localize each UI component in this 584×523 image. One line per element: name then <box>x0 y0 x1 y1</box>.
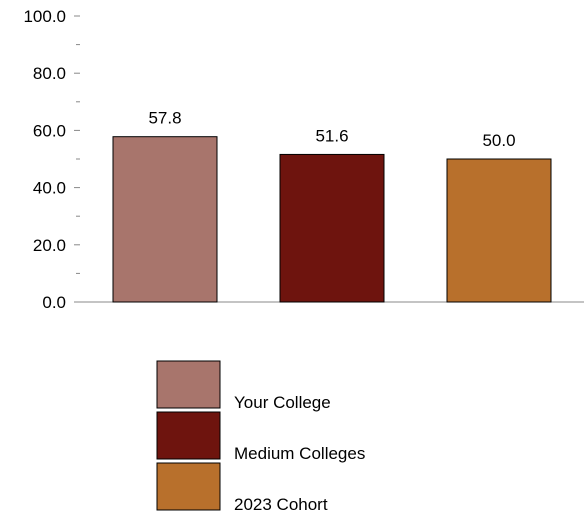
data-labels: 57.8 51.6 50.0 <box>148 109 515 150</box>
y-tick-label: 60.0 <box>33 121 66 140</box>
legend-label: Your College <box>234 393 331 412</box>
y-tick-label: 100.0 <box>23 7 66 26</box>
y-tick-label: 40.0 <box>33 179 66 198</box>
y-tick-label: 80.0 <box>33 64 66 83</box>
legend-label: Medium Colleges <box>234 444 365 463</box>
y-tick-label: 20.0 <box>33 236 66 255</box>
legend-swatch <box>156 462 221 511</box>
bar <box>112 136 218 303</box>
bar <box>446 158 552 303</box>
data-label: 57.8 <box>148 109 181 128</box>
legend-swatch <box>156 411 221 460</box>
legend-swatch <box>156 360 221 409</box>
data-label: 51.6 <box>315 126 348 145</box>
legend-label: 2023 Cohort <box>234 495 328 514</box>
bar <box>279 153 385 303</box>
bars <box>112 136 552 303</box>
legend: Your College Medium Colleges 2023 Cohort <box>156 360 365 514</box>
y-tick-label: 0.0 <box>42 293 66 312</box>
data-label: 50.0 <box>482 131 515 150</box>
y-axis: 0.0 20.0 40.0 60.0 80.0 100.0 <box>23 7 584 312</box>
